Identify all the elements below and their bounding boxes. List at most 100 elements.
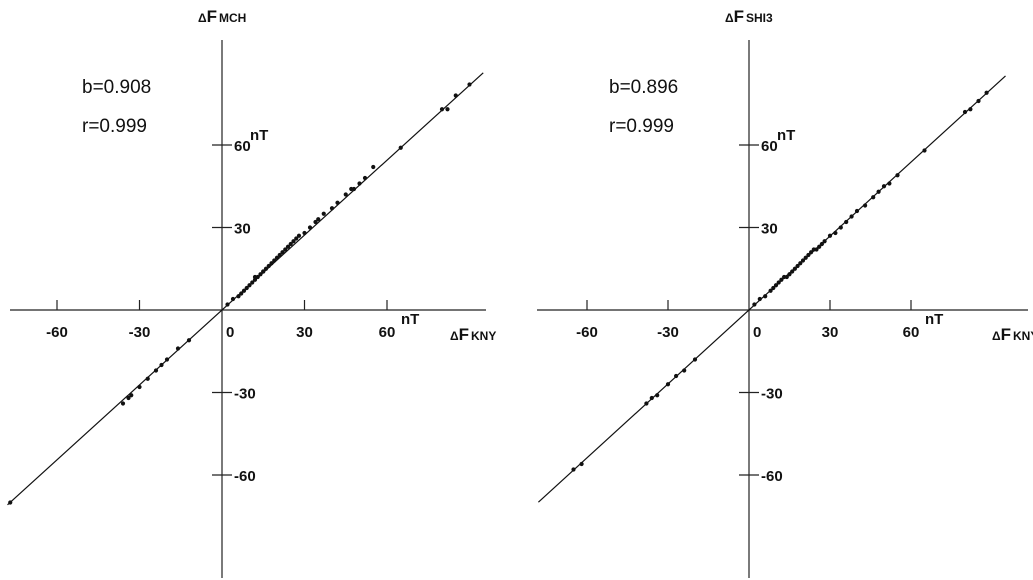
data-point — [876, 189, 881, 194]
x-tick-label: -30 — [129, 324, 151, 341]
slope-annotation: b=0.908 — [82, 77, 151, 98]
data-point — [159, 362, 164, 368]
data-point — [175, 346, 181, 351]
slope-annotation: b=0.896 — [609, 77, 678, 98]
data-point — [439, 107, 445, 112]
data-point — [288, 241, 293, 247]
data-point — [321, 211, 326, 216]
data-point — [881, 184, 887, 189]
data-point — [250, 280, 255, 285]
data-point — [871, 195, 876, 200]
data-point — [244, 285, 249, 291]
x-tick-label: -30 — [657, 324, 679, 341]
data-point — [800, 258, 806, 263]
data-point — [806, 252, 811, 258]
y-axis-title: ΔF SHI3 — [725, 7, 773, 26]
data-point — [302, 230, 307, 236]
data-point — [795, 263, 800, 269]
data-point — [263, 266, 269, 271]
data-point — [186, 338, 192, 343]
data-point — [357, 181, 362, 186]
y-tick-label: 30 — [234, 221, 251, 238]
data-point — [153, 368, 159, 373]
data-point — [809, 250, 814, 255]
data-point — [126, 395, 131, 401]
data-point — [817, 244, 822, 249]
y-axis-title: ΔF MCH — [198, 7, 246, 26]
data-point — [692, 357, 698, 362]
data-point — [827, 233, 833, 238]
data-point — [291, 239, 296, 244]
data-point — [984, 90, 989, 95]
y-tick-label: -30 — [234, 386, 256, 403]
data-point — [445, 107, 450, 112]
data-point — [266, 263, 271, 269]
scatter-panel-shi3: -60-3003060-60-303060nTnTΔFSHI3ΔFKNYb=0.… — [537, 7, 1033, 578]
y-tick-label: -60 — [761, 468, 783, 485]
data-point — [822, 239, 827, 244]
y-tick-label: -30 — [761, 386, 783, 403]
data-point — [784, 274, 789, 280]
data-point — [8, 500, 13, 505]
data-point — [854, 208, 860, 214]
data-point — [335, 200, 340, 205]
data-point — [895, 173, 900, 178]
data-point — [792, 266, 798, 271]
data-point — [849, 214, 854, 219]
data-point — [819, 241, 825, 247]
data-point — [343, 192, 348, 197]
data-point — [649, 395, 654, 401]
data-point — [757, 296, 762, 302]
data-point — [371, 164, 376, 170]
data-point — [230, 296, 236, 302]
data-point — [329, 206, 335, 211]
x-tick-label: -60 — [576, 324, 598, 341]
data-point — [962, 109, 968, 115]
x-tick-label: -60 — [46, 324, 68, 341]
data-point — [313, 219, 318, 225]
y-tick-label: 30 — [761, 221, 778, 238]
data-point — [752, 302, 757, 307]
data-point — [779, 277, 784, 282]
data-point — [571, 467, 576, 472]
data-point — [280, 250, 285, 255]
data-point — [236, 294, 241, 299]
data-point — [277, 252, 282, 258]
data-point — [120, 401, 126, 406]
data-point — [296, 233, 302, 238]
data-point — [258, 272, 263, 277]
correlation-annotation: r=0.999 — [609, 116, 674, 137]
data-point — [655, 393, 660, 398]
data-point — [814, 247, 819, 252]
data-point — [467, 82, 472, 87]
data-point — [787, 272, 792, 277]
data-point — [247, 283, 252, 288]
data-point — [773, 283, 779, 288]
data-point — [274, 255, 280, 260]
data-point — [307, 225, 313, 230]
data-point — [272, 258, 277, 263]
data-point — [351, 186, 357, 192]
x-tick-label: 0 — [226, 324, 234, 341]
data-point — [887, 181, 892, 186]
data-point — [863, 203, 868, 208]
y-unit-label: nT — [777, 127, 795, 144]
data-point — [241, 288, 247, 293]
data-point — [922, 148, 927, 153]
x-tick-label: 60 — [379, 324, 396, 341]
data-point — [665, 382, 671, 387]
data-point — [362, 175, 368, 181]
data-point — [968, 107, 973, 112]
data-point — [768, 288, 773, 293]
x-tick-label: 0 — [753, 324, 761, 341]
correlation-annotation: r=0.999 — [82, 116, 147, 137]
x-tick-label: 60 — [903, 324, 920, 341]
y-tick-label: -60 — [234, 468, 256, 485]
data-point — [164, 357, 170, 362]
data-point — [790, 269, 795, 274]
data-point — [771, 285, 776, 291]
